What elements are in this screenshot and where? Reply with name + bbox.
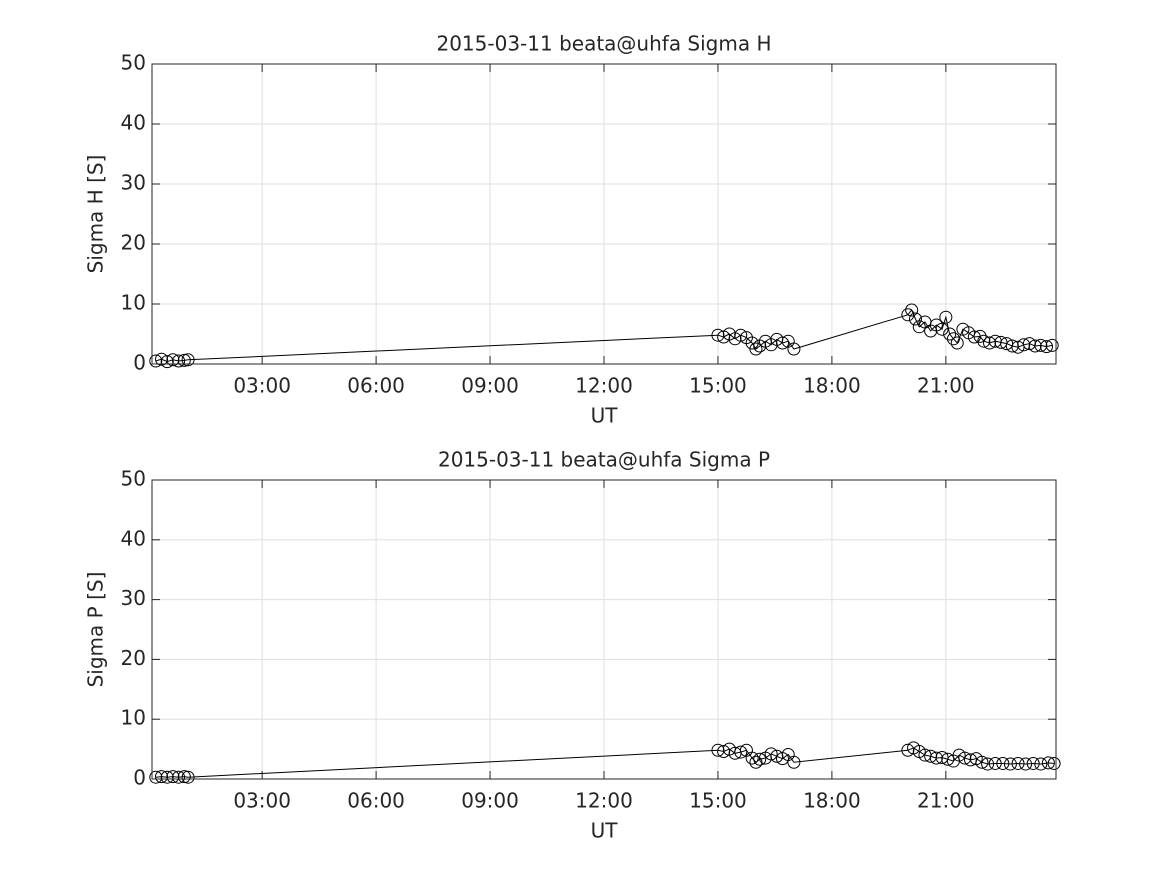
data-point (149, 770, 163, 784)
data-point (749, 342, 763, 356)
data-point (166, 770, 180, 784)
data-line (155, 309, 1053, 363)
x-tick-label: 21:00 (917, 374, 975, 398)
y-axis-label: Sigma P [S] (84, 572, 108, 688)
data-point (177, 770, 191, 784)
data-point (160, 355, 174, 369)
x-tick-label: 18:00 (803, 374, 861, 398)
x-tick-label: 03:00 (233, 789, 291, 813)
data-point (160, 770, 174, 784)
data-point (905, 303, 919, 317)
data-point (967, 330, 981, 344)
data-line (155, 747, 1055, 778)
data-point (154, 352, 168, 366)
x-tick-label: 15:00 (689, 789, 747, 813)
x-tick-label: 18:00 (803, 789, 861, 813)
y-tick-label: 20 (121, 231, 146, 255)
data-point (181, 770, 195, 784)
y-tick-label: 10 (121, 291, 146, 315)
data-point (1028, 339, 1042, 353)
x-tick-label: 12:00 (575, 789, 633, 813)
y-tick-label: 30 (121, 586, 146, 610)
data-point (973, 329, 987, 343)
data-point (943, 327, 957, 341)
data-point (181, 353, 195, 367)
x-tick-label: 09:00 (461, 789, 519, 813)
y-tick-label: 10 (121, 706, 146, 730)
x-axis-label: UT (591, 404, 619, 428)
chart-title: 2015-03-11 beata@uhfa Sigma H (436, 32, 771, 56)
data-point (988, 756, 1002, 770)
x-axis-label: UT (591, 819, 619, 843)
x-tick-label: 03:00 (233, 374, 291, 398)
axes-box (151, 63, 1057, 365)
y-tick-label: 40 (121, 526, 146, 550)
data-point (935, 322, 949, 336)
chart-title: 2015-03-11 beata@uhfa Sigma P (438, 448, 770, 472)
data-point (734, 745, 748, 759)
x-tick-label: 09:00 (461, 374, 519, 398)
data-point (983, 336, 997, 350)
y-tick-label: 50 (121, 467, 146, 491)
data-point (753, 752, 767, 766)
data-point (977, 334, 991, 348)
data-point (154, 770, 168, 784)
data-point (1003, 757, 1017, 771)
data-point (1041, 756, 1055, 770)
y-tick-label: 20 (121, 646, 146, 670)
data-point (1047, 756, 1061, 770)
data-point (776, 336, 790, 350)
data-point (1045, 338, 1059, 352)
data-point (981, 757, 995, 771)
x-tick-label: 06:00 (347, 789, 405, 813)
data-point (149, 354, 163, 368)
data-point (1026, 756, 1040, 770)
x-tick-label: 06:00 (347, 374, 405, 398)
data-point (734, 328, 748, 342)
data-point (901, 308, 915, 322)
data-point (1040, 340, 1054, 354)
x-tick-label: 12:00 (575, 374, 633, 398)
data-point (1034, 757, 1048, 771)
data-point (172, 354, 186, 368)
data-point (787, 342, 801, 356)
y-tick-label: 0 (133, 351, 146, 375)
data-point (166, 353, 180, 367)
data-point (749, 755, 763, 769)
x-tick-label: 15:00 (689, 374, 747, 398)
subplot: 03:00 06:00 09:00 12:00 15:00 18:00 21:00 0 10 20… (84, 448, 1061, 843)
data-point (1011, 756, 1025, 770)
data-point (745, 751, 759, 765)
data-point (946, 332, 960, 346)
y-axis-label: Sigma H [S] (84, 155, 108, 274)
data-point (950, 336, 964, 350)
data-point (996, 756, 1010, 770)
data-point (172, 770, 186, 784)
y-tick-label: 40 (121, 111, 146, 135)
data-point (939, 310, 953, 324)
x-tick-label: 21:00 (917, 789, 975, 813)
data-point (177, 353, 191, 367)
data-point (787, 755, 801, 769)
data-point (941, 752, 955, 766)
subplot: 03:00 06:00 09:00 12:00 15:00 18:00 21:00 0 10 20… (84, 32, 1059, 428)
axes-box (151, 479, 1057, 780)
data-point (908, 312, 922, 326)
data-point (764, 747, 778, 761)
y-tick-label: 30 (121, 171, 146, 195)
data-point (1019, 757, 1033, 771)
data-point (1034, 338, 1048, 352)
data-point (975, 755, 989, 769)
y-tick-label: 50 (121, 51, 146, 75)
y-tick-label: 0 (133, 766, 146, 790)
data-point (958, 751, 972, 765)
